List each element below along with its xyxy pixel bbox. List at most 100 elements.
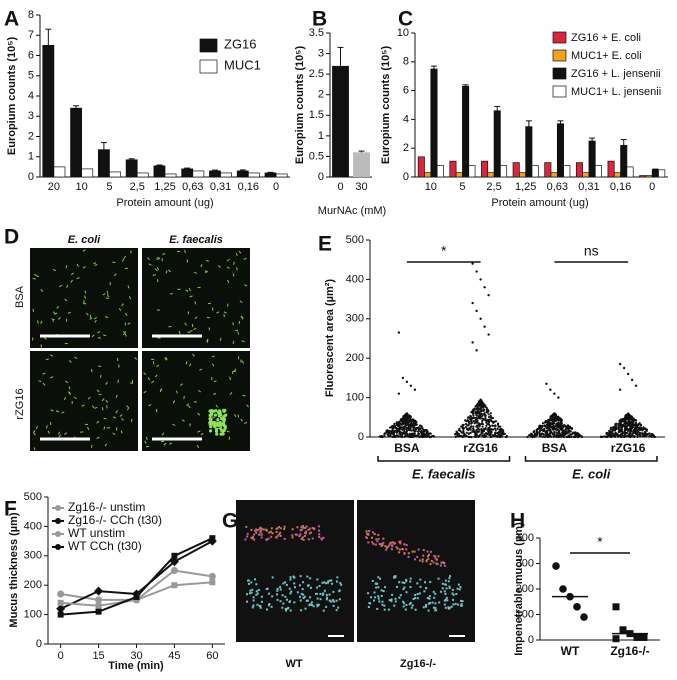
mucus xyxy=(422,554,425,557)
tissue xyxy=(322,592,325,595)
swarm-dot xyxy=(633,435,636,438)
tissue xyxy=(452,593,455,596)
tissue xyxy=(416,593,419,596)
tissue xyxy=(293,582,296,585)
swarm-dot xyxy=(425,432,428,436)
swarm-dot xyxy=(621,425,624,428)
marker xyxy=(171,552,178,559)
swarm-dot xyxy=(634,421,638,424)
bacterium xyxy=(211,416,215,419)
swarm-dot xyxy=(408,417,411,421)
swarm-dot xyxy=(613,429,617,432)
tissue xyxy=(304,607,307,610)
aggregate xyxy=(218,420,222,425)
swarm-dot xyxy=(543,428,546,431)
swarm-dot xyxy=(409,427,412,430)
micrographs xyxy=(30,248,250,451)
tissue xyxy=(293,576,296,579)
x-tick-label: 10 xyxy=(76,181,88,193)
swarm-dot xyxy=(484,418,487,422)
mucus xyxy=(246,535,249,538)
swarm-dot xyxy=(617,430,621,433)
swarm-dot xyxy=(489,412,492,415)
swarm-dot xyxy=(548,421,551,424)
tissue xyxy=(426,596,429,599)
mucus xyxy=(373,533,376,536)
swarm-dot xyxy=(545,425,548,428)
mucus xyxy=(365,530,368,533)
tissue xyxy=(460,603,463,606)
bacterium xyxy=(126,405,130,409)
tissue xyxy=(460,604,463,607)
swarm-dot xyxy=(402,422,405,425)
bacterium xyxy=(219,337,222,341)
swarm-dot xyxy=(641,435,644,438)
tissue xyxy=(418,592,421,595)
bar xyxy=(487,172,495,178)
marker xyxy=(171,582,178,589)
dot xyxy=(545,382,548,386)
tissue xyxy=(310,601,313,604)
tissue xyxy=(409,580,412,583)
tissue xyxy=(284,607,287,610)
swarm-dot xyxy=(407,435,410,438)
mucus xyxy=(304,530,307,533)
bar xyxy=(275,173,288,178)
swarm-dot xyxy=(569,430,572,433)
y-tick-label: 300 xyxy=(24,550,42,562)
aggregate xyxy=(214,423,218,427)
swarm-dot xyxy=(485,408,488,412)
tissue xyxy=(303,595,306,598)
bacterium xyxy=(112,432,116,435)
mucus xyxy=(318,535,321,538)
bacterium xyxy=(188,287,191,292)
bacterium xyxy=(36,320,39,324)
y-tick-label: 8 xyxy=(28,9,34,21)
swarm-dot xyxy=(400,434,403,437)
swarm-dot xyxy=(405,418,408,421)
mucus xyxy=(298,534,301,537)
bar xyxy=(512,162,520,178)
swarm-dot xyxy=(493,427,496,430)
swarm-dot xyxy=(623,425,627,428)
swarm-dot xyxy=(409,415,412,418)
swarm-dot xyxy=(561,424,565,427)
swarm-dot xyxy=(487,410,490,413)
swarm-dot xyxy=(635,433,638,436)
swarm-dot xyxy=(479,415,482,419)
swarm-dot xyxy=(460,425,463,428)
bacterium xyxy=(84,290,87,294)
tissue xyxy=(331,599,334,602)
dot xyxy=(622,366,626,370)
swarm-dot xyxy=(419,427,422,431)
tissue xyxy=(309,586,312,589)
tissue xyxy=(302,597,305,600)
bacterium xyxy=(76,277,80,280)
x-tick-label: 2,5 xyxy=(486,181,501,193)
bacterium xyxy=(234,413,237,418)
mucus xyxy=(279,534,282,537)
tissue xyxy=(402,605,405,608)
tissue xyxy=(285,583,288,586)
y-axis-label: Fluorescent area (µm²) xyxy=(324,279,336,398)
aggregate xyxy=(214,429,219,433)
panel-letter: A xyxy=(4,8,19,31)
swarm-dot xyxy=(432,434,435,438)
tissue xyxy=(246,593,249,596)
tissue xyxy=(321,581,324,584)
bar xyxy=(436,165,444,178)
panel-d: D E. coli E. faecalis BSA rZG16 xyxy=(4,226,250,451)
mucus xyxy=(377,538,380,541)
swarm-dot xyxy=(500,435,504,438)
swarm-dot xyxy=(484,414,487,417)
legend-swatch xyxy=(199,59,218,74)
swarm-dot xyxy=(469,414,472,418)
bacterium xyxy=(194,301,196,305)
tissue xyxy=(370,596,373,599)
mucus xyxy=(300,525,303,528)
swarm-dot xyxy=(561,433,564,436)
x-tick-label: 15 xyxy=(92,650,104,662)
bacterium xyxy=(147,377,150,381)
bacterium xyxy=(226,258,230,262)
tissue xyxy=(384,586,387,589)
